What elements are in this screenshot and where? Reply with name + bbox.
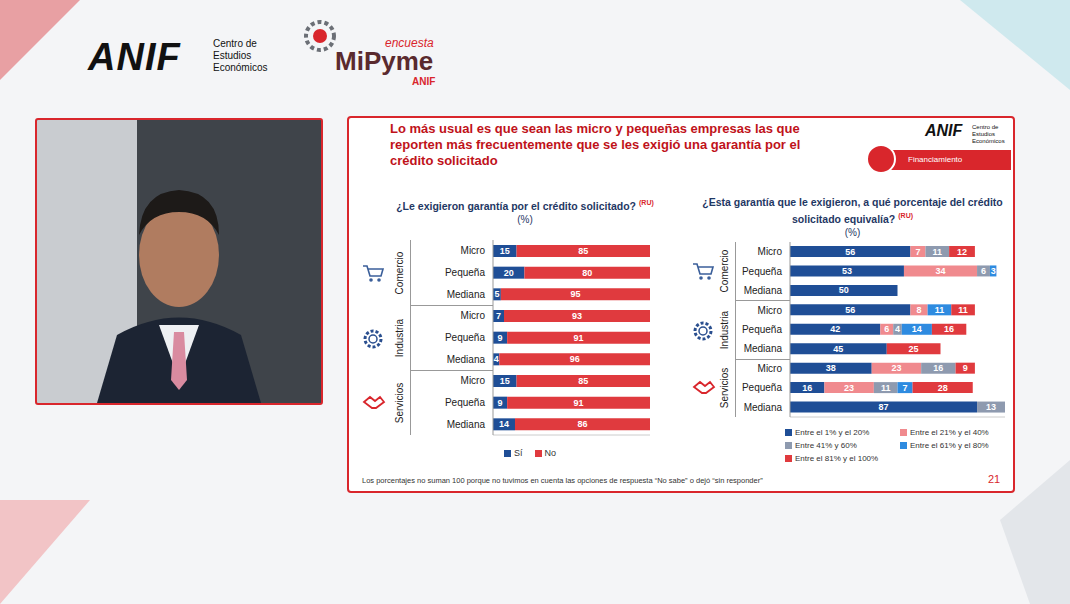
svg-text:4: 4: [494, 354, 499, 364]
svg-text:Pequeña: Pequeña: [742, 382, 782, 393]
svg-text:Micro: Micro: [461, 375, 486, 386]
html-text:ANIF: ANIF: [925, 122, 963, 139]
svg-text:14: 14: [912, 324, 922, 334]
svg-text:11: 11: [935, 305, 945, 315]
html-text:Comercio: Comercio: [718, 249, 730, 293]
html-text:Entre el 1% y el 20%: Entre el 1% y el 20%: [795, 428, 870, 437]
html-text:Servicios: Servicios: [718, 367, 730, 409]
svg-text:7: 7: [915, 247, 920, 257]
svg-text:45: 45: [833, 344, 843, 354]
svg-text:7: 7: [903, 383, 908, 393]
svg-text:Pequeña: Pequeña: [445, 267, 485, 278]
svg-text:3: 3: [991, 266, 996, 276]
svg-text:9: 9: [498, 333, 503, 343]
html-text:ANIF: ANIF: [412, 76, 436, 87]
svg-text:16: 16: [802, 383, 812, 393]
html-text:Industria: Industria: [393, 318, 405, 357]
svg-text:42: 42: [830, 324, 840, 334]
svg-text:34: 34: [935, 266, 945, 276]
svg-text:85: 85: [578, 246, 588, 256]
svg-text:Micro: Micro: [461, 310, 486, 321]
svg-text:16: 16: [944, 324, 954, 334]
svg-text:15: 15: [500, 376, 510, 386]
svg-text:12: 12: [957, 247, 967, 257]
svg-text:Mediana: Mediana: [447, 354, 486, 365]
html-text:No: No: [544, 448, 556, 458]
svg-text:7: 7: [496, 311, 501, 321]
svg-text:6: 6: [884, 324, 889, 334]
svg-text:Mediana: Mediana: [447, 289, 486, 300]
html-text:Entre 41% y 60%: Entre 41% y 60%: [795, 441, 857, 450]
svg-text:96: 96: [570, 354, 580, 364]
svg-text:13: 13: [986, 402, 996, 412]
svg-text:25: 25: [909, 344, 919, 354]
svg-text:87: 87: [879, 402, 889, 412]
html-text:Entre el 81% y el 100%: Entre el 81% y el 100%: [795, 454, 879, 463]
html-text:MiPyme: MiPyme: [335, 46, 434, 76]
svg-text:9: 9: [963, 363, 968, 373]
svg-text:91: 91: [574, 333, 584, 343]
html-text:Entre el 21% y el 40%: Entre el 21% y el 40%: [910, 428, 989, 437]
svg-text:23: 23: [844, 383, 854, 393]
svg-text:8: 8: [916, 305, 921, 315]
svg-text:Micro: Micro: [758, 363, 783, 374]
html-text:Industria: Industria: [718, 310, 730, 349]
html-text:21: 21: [988, 473, 1001, 485]
svg-text:Pequeña: Pequeña: [445, 397, 485, 408]
svg-text:11: 11: [881, 383, 891, 393]
svg-text:38: 38: [826, 363, 836, 373]
svg-text:56: 56: [845, 305, 855, 315]
svg-text:4: 4: [895, 324, 900, 334]
html-text:¿Le exigieron garantía por el: ¿Le exigieron garantía por el crédito so…: [396, 199, 654, 212]
svg-text:85: 85: [578, 376, 588, 386]
html-text:Servicios: Servicios: [393, 382, 405, 423]
svg-text:Pequeña: Pequeña: [742, 324, 782, 335]
svg-text:95: 95: [570, 289, 580, 299]
html-text:Centro de Estudios Económicos: Centro de Estudios Económicos: [972, 124, 1005, 144]
svg-text:11: 11: [958, 305, 968, 315]
svg-text:Pequeña: Pequeña: [445, 332, 485, 343]
svg-text:56: 56: [845, 247, 855, 257]
svg-text:Mediana: Mediana: [744, 402, 783, 413]
svg-text:14: 14: [499, 419, 509, 429]
svg-text:5: 5: [494, 289, 499, 299]
svg-text:86: 86: [577, 419, 587, 429]
html-text:Los porcentajes no suman 100 p: Los porcentajes no suman 100 porque no t…: [362, 476, 763, 485]
svg-text:28: 28: [938, 383, 948, 393]
svg-text:9: 9: [498, 398, 503, 408]
svg-text:Micro: Micro: [461, 245, 486, 256]
svg-text:50: 50: [839, 285, 849, 295]
svg-text:11: 11: [933, 247, 943, 257]
svg-text:6: 6: [981, 266, 986, 276]
svg-text:Mediana: Mediana: [744, 343, 783, 354]
svg-text:80: 80: [582, 268, 592, 278]
svg-text:15: 15: [500, 246, 510, 256]
html-text:Comercio: Comercio: [393, 251, 405, 294]
svg-text:16: 16: [933, 363, 943, 373]
svg-text:Micro: Micro: [758, 305, 783, 316]
html-text:Entre el 61% y el 80%: Entre el 61% y el 80%: [910, 441, 989, 450]
svg-text:53: 53: [842, 266, 852, 276]
html-text:Centro de Estudios Económicos: Centro de Estudios Económicos: [213, 38, 268, 73]
svg-text:Pequeña: Pequeña: [742, 266, 782, 277]
html-text:¿Esta garantía que le exigiero: ¿Esta garantía que le exigieron, a qué p…: [702, 196, 1003, 225]
svg-text:Mediana: Mediana: [447, 419, 486, 430]
svg-text:91: 91: [574, 398, 584, 408]
svg-text:23: 23: [891, 363, 901, 373]
svg-text:93: 93: [572, 311, 582, 321]
html-text:Financiamiento: Financiamiento: [908, 155, 963, 164]
html-text:Lo más usual es que sean las m: Lo más usual es que sean las micro y peq…: [390, 121, 801, 168]
html-text:encuesta: encuesta: [385, 36, 434, 50]
html-text:ANIF: ANIF: [88, 36, 181, 78]
html-text:Sí: Sí: [514, 448, 523, 458]
svg-text:Mediana: Mediana: [744, 285, 783, 296]
svg-text:Micro: Micro: [758, 246, 783, 257]
svg-text:20: 20: [504, 268, 514, 278]
